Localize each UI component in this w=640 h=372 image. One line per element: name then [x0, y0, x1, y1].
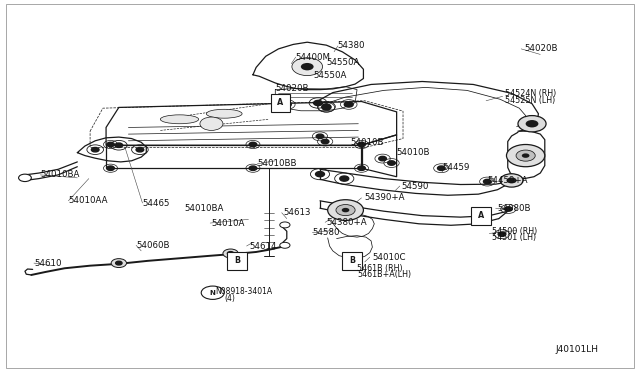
Circle shape: [388, 161, 396, 165]
Circle shape: [223, 249, 238, 258]
Circle shape: [322, 105, 331, 110]
Circle shape: [107, 166, 115, 170]
Circle shape: [316, 134, 324, 138]
Text: J40101LH: J40101LH: [555, 345, 598, 354]
Text: 54010C: 54010C: [372, 253, 406, 262]
Circle shape: [498, 232, 506, 236]
Text: 54590: 54590: [402, 182, 429, 190]
Circle shape: [516, 150, 535, 161]
Circle shape: [107, 142, 115, 147]
Text: 54550A: 54550A: [314, 71, 347, 80]
Circle shape: [201, 286, 224, 299]
Circle shape: [227, 251, 234, 255]
Text: 54614: 54614: [250, 241, 277, 250]
Text: 54613: 54613: [283, 208, 310, 217]
Text: 54400M: 54400M: [296, 52, 331, 61]
Circle shape: [483, 179, 491, 184]
Circle shape: [344, 102, 353, 107]
Circle shape: [322, 104, 331, 109]
Circle shape: [506, 144, 545, 167]
Text: 54010BA: 54010BA: [184, 204, 224, 213]
Bar: [271, 94, 290, 112]
Text: 54380+A: 54380+A: [326, 218, 367, 227]
Text: 54380: 54380: [338, 41, 365, 51]
Text: 54010BA: 54010BA: [40, 170, 79, 179]
Circle shape: [301, 63, 314, 70]
Circle shape: [525, 120, 538, 128]
Circle shape: [280, 222, 290, 228]
Text: A: A: [277, 99, 284, 108]
Circle shape: [340, 176, 349, 181]
Bar: [227, 252, 246, 270]
Ellipse shape: [206, 109, 242, 118]
Circle shape: [316, 171, 324, 177]
Text: 54010AA: 54010AA: [68, 196, 108, 205]
Text: 54550A: 54550A: [326, 58, 360, 67]
Text: 54459+A: 54459+A: [487, 176, 528, 185]
Text: 5461B+A(LH): 5461B+A(LH): [357, 270, 411, 279]
Text: A: A: [478, 211, 484, 220]
Bar: [342, 252, 362, 270]
Text: 54525N (LH): 54525N (LH): [505, 96, 556, 105]
Circle shape: [336, 205, 355, 216]
Circle shape: [504, 207, 512, 211]
Text: 54020B: 54020B: [524, 44, 558, 53]
Text: 54580: 54580: [312, 228, 340, 237]
Text: N: N: [210, 290, 216, 296]
Text: 54610: 54610: [34, 259, 61, 267]
Text: N08918-3401A: N08918-3401A: [215, 288, 273, 296]
Text: 54010BB: 54010BB: [257, 159, 297, 168]
Text: 54524N (RH): 54524N (RH): [505, 89, 556, 98]
Circle shape: [136, 147, 144, 152]
Text: 54501 (LH): 54501 (LH): [492, 233, 536, 243]
Circle shape: [115, 143, 123, 147]
Bar: [471, 207, 490, 225]
Text: B: B: [234, 256, 240, 265]
Circle shape: [518, 116, 546, 132]
Ellipse shape: [161, 115, 198, 124]
Text: 54465: 54465: [143, 199, 170, 208]
Text: A: A: [282, 99, 287, 108]
Circle shape: [358, 142, 365, 147]
Circle shape: [500, 174, 523, 187]
Text: 54060B: 54060B: [136, 241, 170, 250]
Circle shape: [111, 259, 127, 267]
Circle shape: [506, 177, 516, 183]
Text: 54010B: 54010B: [351, 138, 384, 147]
Circle shape: [522, 153, 529, 158]
Text: 54390+A: 54390+A: [365, 193, 405, 202]
Circle shape: [328, 200, 364, 221]
Circle shape: [358, 166, 365, 170]
Text: 54010A: 54010A: [211, 219, 245, 228]
Circle shape: [280, 242, 290, 248]
Circle shape: [314, 100, 323, 106]
Text: (4): (4): [224, 294, 235, 303]
Circle shape: [321, 139, 329, 144]
Circle shape: [438, 166, 445, 170]
Circle shape: [249, 166, 257, 170]
Circle shape: [116, 261, 122, 265]
Text: 54459: 54459: [443, 163, 470, 172]
Circle shape: [292, 58, 323, 76]
Circle shape: [282, 102, 291, 107]
Circle shape: [19, 174, 31, 182]
Circle shape: [92, 147, 99, 152]
Text: 54500 (RH): 54500 (RH): [492, 227, 538, 236]
Circle shape: [379, 156, 387, 161]
Text: 54020B: 54020B: [275, 84, 308, 93]
Text: 5461B (RH): 5461B (RH): [357, 264, 403, 273]
Circle shape: [249, 142, 257, 147]
Circle shape: [200, 117, 223, 131]
Circle shape: [342, 208, 349, 212]
Text: 54010B: 54010B: [397, 148, 430, 157]
Text: B: B: [349, 256, 355, 265]
Text: 54080B: 54080B: [497, 204, 531, 213]
